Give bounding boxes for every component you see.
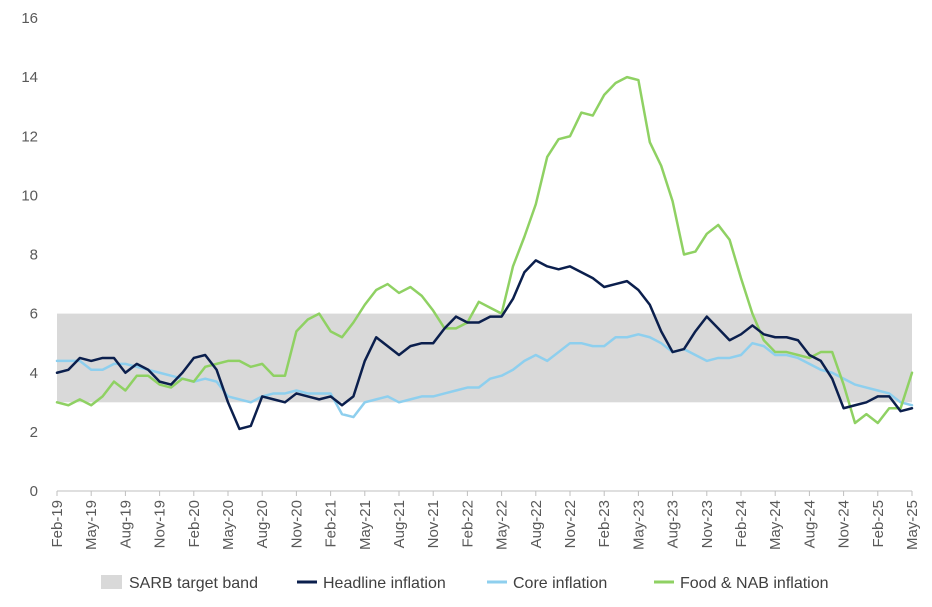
legend-swatch-target-band	[101, 575, 122, 589]
x-tick-label: Aug-22	[528, 500, 545, 548]
x-tick-label: Feb-22	[459, 500, 476, 548]
x-tick-label: May-22	[494, 500, 511, 550]
x-tick-label: Feb-20	[186, 500, 203, 548]
x-tick-label: May-23	[630, 500, 647, 550]
y-tick-label: 2	[30, 424, 38, 441]
y-tick-label: 14	[21, 69, 38, 86]
x-tick-label: Feb-21	[323, 500, 340, 548]
x-tick-label: Nov-24	[836, 500, 853, 548]
y-tick-label: 8	[30, 247, 38, 264]
y-tick-label: 10	[21, 187, 38, 204]
x-axis-ticks	[56, 491, 913, 496]
x-tick-label: Aug-24	[801, 500, 818, 548]
legend-label-food-nab: Food & NAB inflation	[680, 575, 829, 592]
y-tick-label: 12	[21, 128, 38, 145]
legend-label-target-band: SARB target band	[129, 575, 258, 592]
x-tick-label: May-21	[357, 500, 374, 550]
x-tick-label: Aug-21	[391, 500, 408, 548]
x-tick-label: Nov-19	[152, 500, 169, 548]
x-tick-label: Nov-20	[288, 500, 305, 548]
x-tick-label: May-20	[220, 500, 237, 550]
x-tick-label: May-25	[904, 500, 921, 550]
x-tick-label: Nov-23	[699, 500, 716, 548]
y-tick-label: 6	[30, 306, 38, 323]
x-axis-labels: Feb-19 May-19 Aug-19 Nov-19 Feb-20 May-20 Aug-…	[49, 500, 921, 550]
legend-label-core: Core inflation	[513, 575, 607, 592]
y-tick-label: 16	[21, 10, 38, 27]
food-nab-inflation-line	[55, 75, 914, 425]
legend-label-headline: Headline inflation	[323, 575, 446, 592]
x-tick-label: Aug-23	[665, 500, 682, 548]
series-lines	[55, 75, 914, 431]
x-tick-label: Nov-21	[425, 500, 442, 548]
headline-inflation-line	[55, 259, 914, 431]
x-tick-label: May-24	[767, 500, 784, 550]
y-axis-labels: 0 2 4 6 8 10 12 14 16	[21, 10, 38, 500]
x-tick-label: Nov-22	[562, 500, 579, 548]
core-inflation-line	[55, 333, 914, 419]
x-tick-label: Feb-24	[733, 500, 750, 548]
y-tick-label: 4	[30, 365, 38, 382]
target-band	[57, 313, 912, 403]
y-tick-label: 0	[30, 483, 38, 500]
x-tick-label: Aug-20	[254, 500, 271, 548]
legend: SARB target band Headline inflation Core…	[101, 575, 829, 592]
x-tick-label: Feb-23	[596, 500, 613, 548]
x-tick-label: May-19	[83, 500, 100, 550]
x-tick-label: Feb-19	[49, 500, 66, 548]
x-tick-label: Aug-19	[117, 500, 134, 548]
x-tick-label: Feb-25	[870, 500, 887, 548]
